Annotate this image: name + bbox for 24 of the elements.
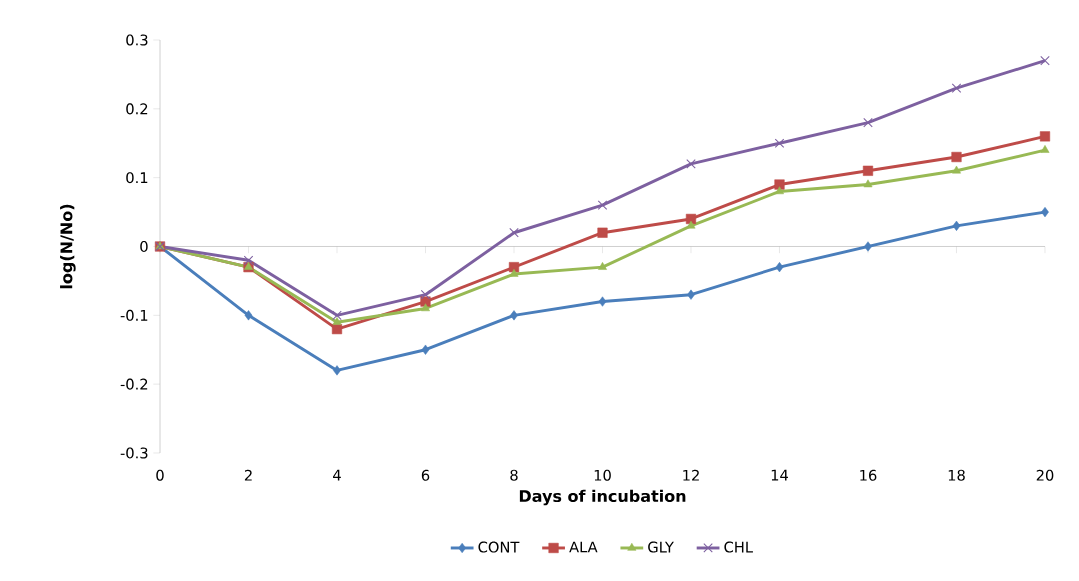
x-tick-label: 6 <box>421 469 430 481</box>
x-tick-label: 0 <box>156 469 164 481</box>
y-tick-label: -0.3 <box>120 447 148 459</box>
y-axis-title: log(N/No) <box>60 204 76 289</box>
legend-label: CHL <box>724 541 753 553</box>
x-tick-label: 8 <box>510 469 518 481</box>
x-tick-label: 2 <box>244 469 252 481</box>
y-tick-label: -0.1 <box>120 309 148 321</box>
y-tick-label: -0.2 <box>120 378 148 390</box>
y-tick-label: 0 <box>140 240 148 253</box>
x-tick-label: 16 <box>860 469 877 481</box>
y-tick-label: 0.1 <box>126 172 148 184</box>
y-tick-label: 0.3 <box>126 34 148 46</box>
x-tick-label: 20 <box>1036 469 1054 481</box>
x-tick-label: 4 <box>333 469 341 481</box>
legend-label: CONT <box>478 541 520 553</box>
x-axis-title: Days of incubation <box>519 489 686 506</box>
x-tick-label: 18 <box>948 469 965 481</box>
legend-label: ALA <box>569 541 598 553</box>
legend-label: GLY <box>648 541 674 553</box>
x-tick-label: 14 <box>771 469 789 481</box>
y-tick-label: 0.2 <box>126 103 148 115</box>
x-tick-label: 12 <box>683 469 699 481</box>
x-tick-label: 10 <box>594 469 611 481</box>
